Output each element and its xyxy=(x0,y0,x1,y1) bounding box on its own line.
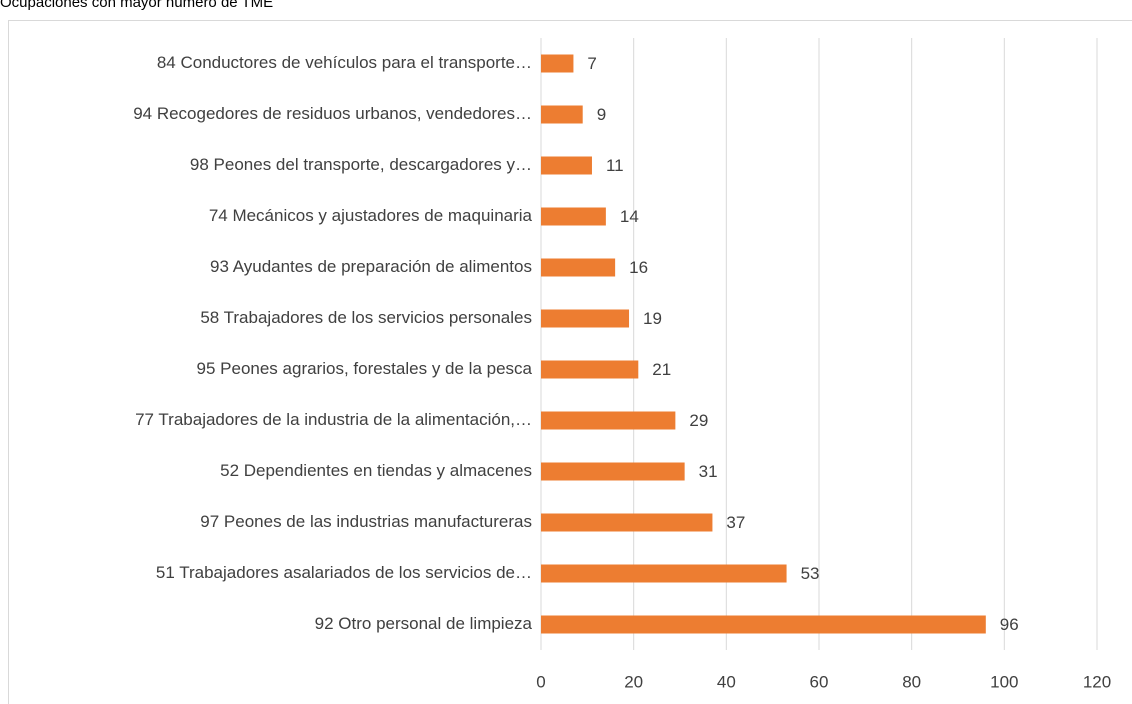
y-tick-label: 98 Peones del transporte, descargadores … xyxy=(190,155,532,174)
y-tick-label: 84 Conductores de vehículos para el tran… xyxy=(157,53,532,72)
y-tick-label: 74 Mecánicos y ajustadores de maquinaria xyxy=(209,206,533,225)
data-label: 16 xyxy=(629,258,648,277)
data-label: 96 xyxy=(1000,615,1019,634)
bar xyxy=(541,156,592,175)
bar xyxy=(541,411,676,430)
y-tick-label: 95 Peones agrarios, forestales y de la p… xyxy=(197,359,533,378)
bar xyxy=(541,309,630,328)
y-tick-label: 58 Trabajadores de los servicios persona… xyxy=(200,308,532,327)
bar xyxy=(541,258,616,277)
data-label: 37 xyxy=(726,513,745,532)
bar xyxy=(541,54,574,73)
x-tick-label: 0 xyxy=(536,672,545,691)
x-tick-label: 80 xyxy=(902,672,921,691)
y-tick-label: 51 Trabajadores asalariados de los servi… xyxy=(156,563,532,582)
y-tick-label: 77 Trabajadores de la industria de la al… xyxy=(135,410,532,429)
data-label: 53 xyxy=(801,564,820,583)
y-tick-label: 52 Dependientes en tiendas y almacenes xyxy=(220,461,532,480)
bar xyxy=(541,564,787,583)
data-label: 14 xyxy=(620,207,639,226)
x-tick-label: 20 xyxy=(624,672,643,691)
bar xyxy=(541,105,583,124)
bar xyxy=(541,513,713,532)
data-label: 31 xyxy=(699,462,718,481)
bar xyxy=(541,615,986,634)
data-label: 11 xyxy=(606,156,624,175)
data-label: 29 xyxy=(689,411,708,430)
y-tick-label: 92 Otro personal de limpieza xyxy=(315,614,533,633)
bar xyxy=(541,462,685,481)
y-tick-label: 94 Recogedores de residuos urbanos, vend… xyxy=(133,104,532,123)
chart-title: Ocupaciones con mayor número de TME xyxy=(0,0,273,11)
x-tick-label: 60 xyxy=(810,672,829,691)
x-tick-label: 120 xyxy=(1083,672,1111,691)
chart-border xyxy=(8,20,1132,704)
data-label: 9 xyxy=(597,105,606,124)
y-tick-label: 93 Ayudantes de preparación de alimentos xyxy=(210,257,532,276)
bar xyxy=(541,360,639,379)
x-tick-label: 100 xyxy=(990,672,1018,691)
y-tick-label: 97 Peones de las industrias manufacturer… xyxy=(200,512,532,531)
data-label: 7 xyxy=(587,54,596,73)
bar xyxy=(541,207,606,226)
data-label: 21 xyxy=(652,360,671,379)
data-label: 19 xyxy=(643,309,662,328)
x-tick-label: 40 xyxy=(717,672,736,691)
